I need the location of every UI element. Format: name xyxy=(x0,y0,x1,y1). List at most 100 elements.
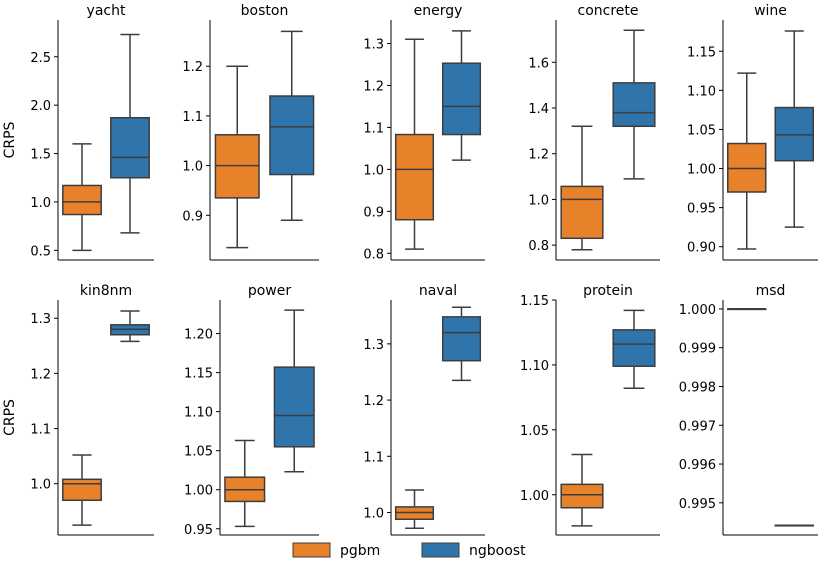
y-tick-label: 1.15 xyxy=(687,45,716,60)
legend-swatch xyxy=(421,542,460,558)
box-pgbm xyxy=(394,38,435,250)
y-tick-label: 1.10 xyxy=(184,406,213,421)
box-body xyxy=(62,478,102,501)
y-tick-label: 1.1 xyxy=(363,450,384,465)
y-tick-label: 1.1 xyxy=(363,121,384,136)
box-body xyxy=(110,116,150,179)
y-tick-label: 1.1 xyxy=(182,110,203,125)
panel-energy: energy 0.8 0.9 1.0 1.1 1.2 1.3 xyxy=(363,3,485,262)
y-tick-label: 1.05 xyxy=(687,123,716,138)
box-pgbm xyxy=(560,453,604,527)
panel-title: concrete xyxy=(578,3,639,19)
box-ngboost xyxy=(774,30,814,228)
box-ngboost xyxy=(273,309,315,473)
box-ngboost xyxy=(269,30,315,221)
panel-concrete: concrete 0.8 1.0 1.2 1.4 1.6 xyxy=(528,3,660,261)
y-tick-label: 1.3 xyxy=(363,338,384,353)
panel-title: wine xyxy=(754,3,787,19)
box-ngboost xyxy=(110,33,150,234)
box-body xyxy=(269,95,315,176)
panel-title: protein xyxy=(583,283,633,299)
y-tick-label: 1.15 xyxy=(184,367,213,382)
y-tick-label: 0.8 xyxy=(363,247,384,262)
panel-title: yacht xyxy=(87,3,126,19)
panel-protein: protein 1.00 1.05 1.10 1.15 xyxy=(520,283,660,536)
box-body xyxy=(441,316,482,362)
legend-entry-ngboost: ngboost xyxy=(421,542,526,559)
y-tick-label: 1.0 xyxy=(30,196,51,211)
y-tick-label: 0.9 xyxy=(363,205,384,220)
box-body xyxy=(612,329,656,367)
legend-swatch xyxy=(292,542,331,558)
box-body xyxy=(774,106,814,162)
box-pgbm xyxy=(62,143,102,252)
box-pgbm xyxy=(62,454,102,526)
box-body xyxy=(394,133,435,221)
panel-boston: boston 0.9 1.0 1.1 1.2 xyxy=(182,3,319,261)
box-body xyxy=(441,62,482,136)
y-tick-label: 1.2 xyxy=(30,367,51,382)
y-tick-label: 1.4 xyxy=(528,102,549,117)
panel-title: msd xyxy=(756,283,786,299)
y-tick-label: 1.2 xyxy=(363,394,384,409)
box-ngboost xyxy=(441,306,482,382)
y-tick-label: 1.3 xyxy=(30,312,51,327)
y-tick-label: 1.0 xyxy=(363,507,384,522)
y-axis-label: CRPS xyxy=(2,121,18,158)
y-tick-label: 1.10 xyxy=(520,359,549,374)
box-body xyxy=(560,483,604,509)
y-tick-label: 1.00 xyxy=(520,489,549,504)
box-pgbm xyxy=(394,489,435,530)
y-tick-label: 1.2 xyxy=(528,148,549,163)
y-tick-label: 1.00 xyxy=(184,484,213,499)
box-body xyxy=(612,82,656,128)
y-tick-label: 0.9 xyxy=(182,209,203,224)
y-tick-label: 1.5 xyxy=(30,148,51,163)
y-tick-label: 1.10 xyxy=(687,84,716,99)
y-tick-label: 0.998 xyxy=(679,380,716,395)
y-tick-label: 1.20 xyxy=(184,328,213,343)
y-tick-label: 1.00 xyxy=(687,163,716,178)
panel-title: energy xyxy=(414,3,463,19)
box-pgbm xyxy=(224,439,266,528)
y-tick-label: 1.05 xyxy=(184,445,213,460)
y-tick-label: 1.000 xyxy=(679,303,716,318)
y-tick-label: 1.6 xyxy=(528,56,549,71)
y-tick-label: 0.90 xyxy=(687,241,716,256)
box-ngboost xyxy=(774,524,814,527)
y-tick-label: 0.997 xyxy=(679,419,716,434)
box-body xyxy=(273,366,315,448)
box-pgbm xyxy=(214,65,260,249)
y-tick-label: 1.1 xyxy=(30,423,51,438)
box-ngboost xyxy=(612,309,656,390)
box-ngboost xyxy=(441,30,482,161)
y-tick-label: 0.95 xyxy=(184,523,213,538)
y-tick-label: 1.0 xyxy=(528,193,549,208)
y-tick-label: 1.3 xyxy=(363,37,384,52)
panel-msd: msd 0.995 0.996 0.997 0.998 0.999 1.000 xyxy=(679,283,818,536)
y-tick-label: 0.5 xyxy=(30,244,51,259)
panel-naval: naval 1.0 1.1 1.2 1.3 xyxy=(363,283,485,536)
y-tick-label: 1.0 xyxy=(30,478,51,493)
y-tick-label: 2.0 xyxy=(30,99,51,114)
y-tick-label: 2.5 xyxy=(30,51,51,66)
box-body xyxy=(560,185,604,240)
panel-title: naval xyxy=(419,283,457,299)
panel-power: power 0.95 1.00 1.05 1.10 1.15 1.20 xyxy=(184,283,319,538)
y-tick-label: 1.15 xyxy=(520,294,549,309)
y-axis-label: CRPS xyxy=(2,399,18,436)
y-tick-label: 0.8 xyxy=(528,239,549,254)
legend-entry-pgbm: pgbm xyxy=(292,542,380,559)
legend-label: ngboost xyxy=(469,543,526,559)
box-body xyxy=(62,184,102,216)
y-tick-label: 1.2 xyxy=(363,79,384,94)
box-pgbm xyxy=(727,308,767,311)
box-pgbm xyxy=(727,72,767,250)
panel-yacht: yacht 0.5 1.0 1.5 2.0 2.5 CRPS xyxy=(2,3,154,261)
panel-kin8nm: kin8nm 1.0 1.1 1.2 1.3 CRPS xyxy=(2,283,154,536)
y-tick-label: 1.0 xyxy=(363,163,384,178)
y-tick-label: 0.999 xyxy=(679,342,716,357)
box-ngboost xyxy=(612,29,656,180)
y-tick-label: 1.2 xyxy=(182,60,203,75)
